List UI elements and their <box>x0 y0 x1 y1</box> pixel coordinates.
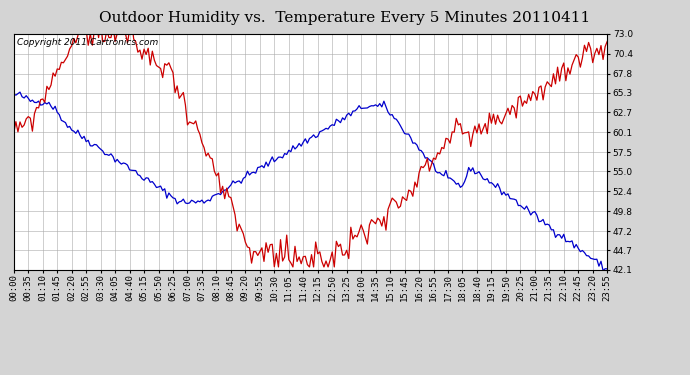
Text: Outdoor Humidity vs.  Temperature Every 5 Minutes 20110411: Outdoor Humidity vs. Temperature Every 5… <box>99 11 591 25</box>
Text: Copyright 2011 Cartronics.com: Copyright 2011 Cartronics.com <box>17 39 158 48</box>
